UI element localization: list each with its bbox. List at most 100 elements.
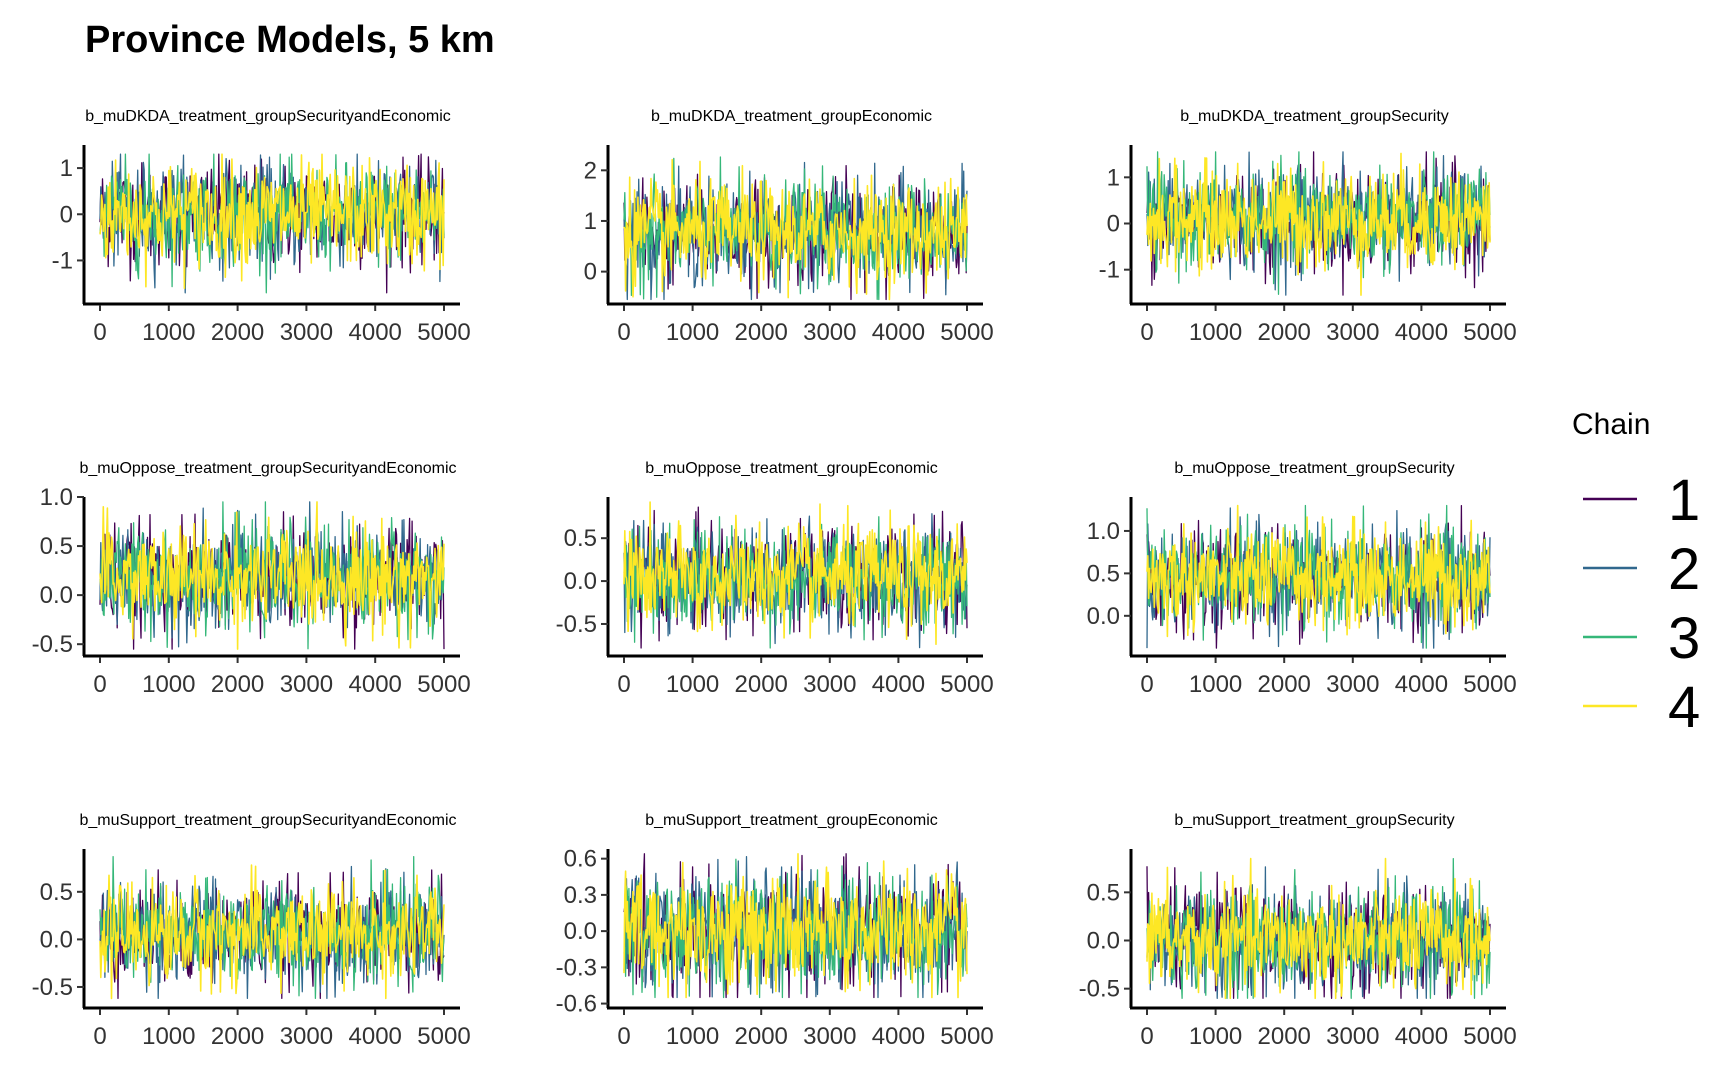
chain-trace-4 xyxy=(623,501,968,645)
x-tick-label: 2000 xyxy=(735,1023,788,1050)
y-tick-label: 1.0 xyxy=(1087,518,1120,545)
x-tick-label: 1000 xyxy=(142,319,195,346)
y-tick-label: 0.5 xyxy=(40,533,73,560)
y-tick-label: -0.3 xyxy=(556,954,597,981)
chain-trace-3 xyxy=(1146,857,1491,999)
legend-label-2: 2 xyxy=(1668,537,1700,602)
legend-label-1: 1 xyxy=(1668,468,1700,533)
x-tick-label: 5000 xyxy=(940,1023,993,1050)
x-tick-label: 4000 xyxy=(1395,671,1448,698)
y-tick-label: 1 xyxy=(1107,164,1120,191)
panel-title: b_muOppose_treatment_groupEconomic xyxy=(645,460,938,477)
x-tick-label: 0 xyxy=(1140,1023,1153,1050)
x-tick-label: 4000 xyxy=(1395,1023,1448,1050)
y-tick-label: 0.6 xyxy=(564,846,597,873)
x-tick-label: 2000 xyxy=(211,1023,264,1050)
y-tick-label: 0.0 xyxy=(40,582,73,609)
trace-panel: b_muSupport_treatment_groupSecurityandEc… xyxy=(32,812,471,1050)
x-tick-label: 0 xyxy=(93,671,106,698)
y-tick-label: -1 xyxy=(52,247,73,274)
chain-trace-4 xyxy=(99,153,445,289)
legend-label-4: 4 xyxy=(1668,675,1700,740)
chain-trace-4 xyxy=(99,501,445,650)
y-tick-label: 0 xyxy=(60,201,73,228)
y-tick-label: 0.0 xyxy=(564,568,597,595)
x-tick-label: 4000 xyxy=(349,1023,402,1050)
panel-title: b_muDKDA_treatment_groupEconomic xyxy=(651,108,932,125)
panel-title: b_muSupport_treatment_groupSecurityandEc… xyxy=(79,812,456,829)
chain-trace-4 xyxy=(623,853,968,999)
x-tick-label: 3000 xyxy=(1326,1023,1379,1050)
y-tick-label: 0.3 xyxy=(564,882,597,909)
x-tick-label: 4000 xyxy=(349,671,402,698)
x-tick-label: 4000 xyxy=(872,319,925,346)
x-tick-label: 1000 xyxy=(666,319,719,346)
y-tick-label: 0.0 xyxy=(1087,603,1120,630)
x-tick-label: 5000 xyxy=(417,671,470,698)
x-tick-label: 3000 xyxy=(1326,671,1379,698)
x-tick-label: 5000 xyxy=(1463,319,1516,346)
y-tick-label: 0.0 xyxy=(1087,928,1120,955)
chain-trace-4 xyxy=(1146,857,1491,1000)
x-tick-label: 1000 xyxy=(142,671,195,698)
x-tick-label: 1000 xyxy=(666,1023,719,1050)
panel-title: b_muOppose_treatment_groupSecurityandEco… xyxy=(79,460,456,477)
y-tick-label: 0.5 xyxy=(1087,879,1120,906)
x-tick-label: 3000 xyxy=(803,319,856,346)
x-tick-label: 2000 xyxy=(735,319,788,346)
x-tick-label: 0 xyxy=(617,1023,630,1050)
x-tick-label: 1000 xyxy=(1189,671,1242,698)
x-tick-label: 0 xyxy=(93,1023,106,1050)
y-tick-label: 0.5 xyxy=(40,879,73,906)
y-tick-label: 0 xyxy=(584,259,597,286)
legend-title: Chain xyxy=(1572,408,1650,441)
panel-title: b_muSupport_treatment_groupSecurity xyxy=(1174,812,1454,829)
chain-trace-4 xyxy=(99,864,445,1000)
panel-title: b_muOppose_treatment_groupSecurity xyxy=(1174,460,1454,477)
y-tick-label: 0 xyxy=(1107,211,1120,238)
x-tick-label: 1000 xyxy=(1189,1023,1242,1050)
x-tick-label: 3000 xyxy=(803,671,856,698)
x-tick-label: 5000 xyxy=(1463,1023,1516,1050)
panel-title: b_muDKDA_treatment_groupSecurity xyxy=(1180,108,1449,125)
y-tick-label: 0.0 xyxy=(564,918,597,945)
trace-panel: b_muDKDA_treatment_groupSecurityandEcono… xyxy=(52,108,471,346)
x-tick-label: 0 xyxy=(93,319,106,346)
x-tick-label: 4000 xyxy=(349,319,402,346)
chain-trace-4 xyxy=(623,158,968,301)
x-tick-label: 2000 xyxy=(211,671,264,698)
x-tick-label: 3000 xyxy=(1326,319,1379,346)
x-tick-label: 5000 xyxy=(940,319,993,346)
x-tick-label: 5000 xyxy=(417,319,470,346)
x-tick-label: 0 xyxy=(617,671,630,698)
chain-trace-3 xyxy=(1146,151,1491,295)
x-tick-label: 1000 xyxy=(666,671,719,698)
y-tick-label: -0.5 xyxy=(32,974,73,1001)
x-tick-label: 3000 xyxy=(280,671,333,698)
y-tick-label: 2 xyxy=(584,157,597,184)
y-tick-label: -0.6 xyxy=(556,991,597,1018)
x-tick-label: 4000 xyxy=(1395,319,1448,346)
trace-panel: b_muDKDA_treatment_groupEconomic 0 1 2 0 1000… xyxy=(584,108,994,346)
x-tick-label: 3000 xyxy=(280,319,333,346)
y-tick-label: -1 xyxy=(1099,257,1120,284)
x-tick-label: 5000 xyxy=(940,671,993,698)
figure-title: Province Models, 5 km xyxy=(85,19,495,61)
x-tick-label: 1000 xyxy=(1189,319,1242,346)
x-tick-label: 0 xyxy=(617,319,630,346)
x-tick-label: 0 xyxy=(1140,319,1153,346)
chain-trace-4 xyxy=(1146,152,1491,296)
y-tick-label: -0.5 xyxy=(32,631,73,658)
y-tick-label: 0.5 xyxy=(1087,560,1120,587)
x-tick-label: 5000 xyxy=(417,1023,470,1050)
y-tick-label: -0.5 xyxy=(556,611,597,638)
x-tick-label: 3000 xyxy=(280,1023,333,1050)
panel-title: b_muSupport_treatment_groupEconomic xyxy=(645,812,938,829)
y-tick-label: 0.0 xyxy=(40,926,73,953)
trace-panel: b_muOppose_treatment_groupEconomic -0.5 0.… xyxy=(556,460,994,698)
x-tick-label: 2000 xyxy=(735,671,788,698)
x-tick-label: 0 xyxy=(1140,671,1153,698)
x-tick-label: 2000 xyxy=(1258,319,1311,346)
